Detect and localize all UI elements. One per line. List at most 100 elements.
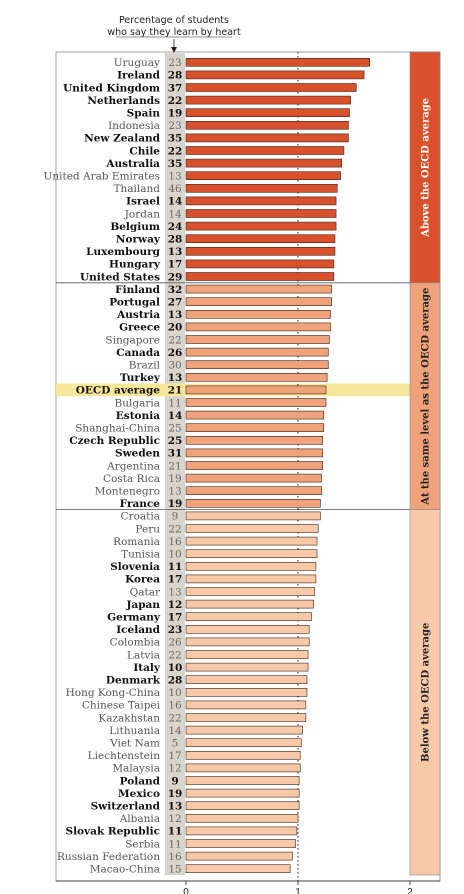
percentage-label: 10: [168, 549, 181, 561]
country-label: Iceland: [116, 624, 160, 636]
bar-chinese-taipei: [185, 700, 307, 710]
percentage-label: 28: [168, 70, 183, 82]
country-label: Shanghai-China: [75, 423, 160, 435]
country-label: Netherlands: [87, 95, 160, 107]
bar-latvia: [185, 650, 309, 659]
percentage-label: 19: [168, 473, 181, 485]
percentage-label: 32: [168, 284, 183, 296]
country-label: Viet Nam: [109, 738, 160, 750]
percentage-label: 26: [168, 637, 182, 649]
percentage-label: 23: [168, 624, 183, 636]
bar-estonia: [185, 410, 325, 420]
bar-belgium: [185, 221, 337, 231]
chart-header: Percentage of students who say they lear…: [107, 15, 241, 38]
percentage-label: 22: [168, 649, 181, 661]
bar-poland: [185, 776, 300, 785]
percentage-label: 20: [168, 322, 183, 334]
country-label: Hungary: [109, 259, 161, 271]
bar-austria: [185, 309, 331, 319]
percentage-label: 21: [168, 460, 181, 472]
country-label: Hong Kong-China: [66, 687, 160, 699]
x-tick-label: 0: [183, 887, 189, 894]
bar-portugal: [185, 297, 332, 307]
header-line-1: Percentage of students: [119, 15, 229, 26]
percentage-label: 17: [168, 259, 183, 271]
bar-montenegro: [185, 486, 322, 496]
bar-viet-nam: [185, 738, 302, 748]
country-label: Spain: [127, 108, 161, 120]
country-label: Chinese Taipei: [82, 700, 161, 712]
percentage-label: 15: [168, 864, 181, 876]
bar-lithuania: [185, 725, 303, 735]
percentage-label: 17: [168, 574, 183, 586]
percentage-label: 14: [168, 725, 182, 737]
country-label: Thailand: [114, 183, 161, 195]
bar-oecd-average: [185, 385, 327, 395]
country-label: Greece: [119, 322, 160, 334]
bar-finland: [185, 284, 332, 294]
country-label: Costa Rica: [103, 473, 160, 485]
bar-norway: [185, 234, 336, 243]
bar-australia: [185, 158, 342, 168]
percentage-label: 19: [168, 498, 183, 510]
bar-slovak-republic: [185, 826, 298, 836]
bar-layer: [185, 57, 370, 874]
percentage-label: 25: [168, 435, 183, 447]
country-label: Luxembourg: [86, 246, 161, 258]
country-label: Lithuania: [109, 725, 160, 737]
country-label: OECD average: [76, 385, 161, 397]
percentage-label: 16: [168, 700, 182, 712]
band-above: [409, 51, 441, 284]
country-label: France: [120, 498, 161, 510]
percentage-label: 11: [168, 826, 183, 838]
percentage-label: 35: [168, 158, 183, 170]
country-label: Uruguay: [114, 57, 160, 69]
bar-united-states: [185, 272, 335, 281]
band-label-below: Below the OECD average: [421, 623, 432, 762]
country-label: Bulgaria: [115, 397, 160, 409]
percentage-label: 5: [172, 738, 179, 750]
country-label: Turkey: [120, 372, 161, 384]
bar-chile: [185, 146, 345, 155]
percentage-label: 9: [172, 511, 179, 523]
percentage-label: 13: [168, 801, 183, 813]
country-label: Latvia: [127, 649, 160, 661]
percentage-label: 23: [168, 57, 181, 69]
percentage-label: 22: [168, 334, 181, 346]
percentage-label: 28: [168, 234, 183, 246]
percentage-label: 24: [168, 221, 183, 233]
country-label: Japan: [125, 599, 160, 611]
bar-kazakhstan: [185, 713, 307, 722]
country-label: Austria: [116, 309, 160, 321]
bar-tunisia: [185, 549, 318, 559]
band-same: [409, 282, 441, 510]
bar-mexico: [185, 788, 300, 798]
header-line-2: who say they learn by heart: [107, 27, 241, 38]
bar-brazil: [185, 360, 329, 370]
country-label: Finland: [115, 284, 161, 296]
x-tick-label: 2: [407, 887, 413, 894]
percentage-label: 9: [171, 775, 178, 787]
bar-qatar: [185, 587, 316, 596]
bar-slovenia: [185, 561, 317, 571]
x-axis: 0 1 2: [56, 880, 440, 894]
country-label: Mexico: [118, 788, 160, 800]
percentage-label: 35: [168, 133, 183, 145]
country-label: Norway: [116, 234, 161, 246]
percentage-label: 22: [168, 145, 183, 157]
bar-korea: [185, 574, 317, 584]
country-label: Romania: [113, 536, 160, 548]
country-label: Ireland: [117, 70, 161, 82]
country-label: Italy: [133, 662, 161, 674]
bar-switzerland: [185, 801, 300, 811]
percentage-label: 22: [168, 523, 181, 535]
percentage-label: 22: [168, 95, 183, 107]
country-label: Albania: [119, 813, 160, 825]
country-label: Singapore: [105, 334, 160, 346]
country-label: Liechtenstein: [88, 750, 161, 762]
percentage-label: 11: [168, 838, 181, 850]
percentage-label: 13: [168, 372, 183, 384]
percentage-label: 13: [168, 246, 183, 258]
bar-russian-federation: [185, 851, 293, 861]
country-label: Qatar: [130, 586, 161, 598]
